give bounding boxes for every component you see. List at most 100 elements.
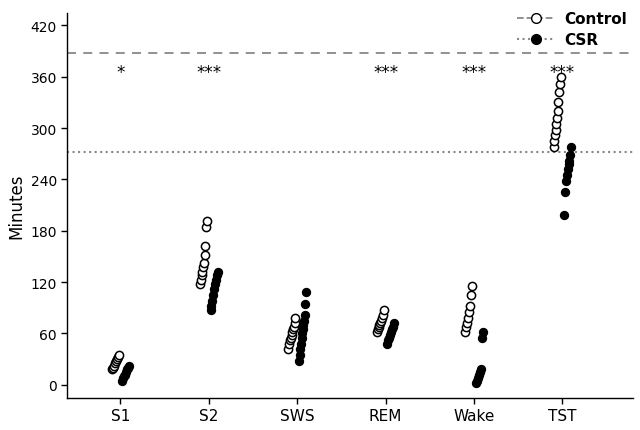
Point (475, 369, 485, 375)
Point (389, 320, 399, 327)
Point (298, 326, 308, 333)
Point (565, 153, 575, 160)
Point (200, 243, 211, 250)
Point (387, 329, 397, 335)
Point (196, 272, 207, 279)
Point (563, 161, 573, 168)
Point (285, 335, 296, 341)
Point (209, 286, 220, 293)
Point (284, 341, 294, 347)
Point (382, 341, 392, 347)
Point (121, 369, 131, 375)
Text: ***: *** (196, 64, 221, 82)
Point (111, 356, 122, 363)
Point (472, 377, 482, 384)
Point (117, 377, 127, 384)
Point (288, 326, 298, 333)
Point (376, 317, 387, 324)
Point (559, 212, 569, 219)
Point (373, 323, 383, 330)
Point (119, 373, 129, 380)
Point (208, 292, 218, 299)
Point (463, 315, 474, 322)
Point (300, 311, 310, 318)
Point (465, 303, 476, 310)
Point (555, 81, 565, 88)
Point (109, 362, 119, 369)
Point (287, 329, 298, 335)
Point (552, 108, 563, 115)
Point (384, 335, 394, 341)
Point (477, 335, 487, 341)
Point (464, 309, 474, 316)
Point (206, 303, 216, 310)
Point (551, 121, 561, 128)
Point (296, 341, 306, 347)
Point (476, 366, 486, 373)
Text: *: * (116, 64, 125, 82)
Point (196, 277, 206, 284)
Point (200, 252, 210, 258)
Point (554, 100, 564, 107)
Point (111, 358, 121, 365)
Text: ***: *** (550, 64, 575, 82)
Point (477, 329, 488, 335)
Point (564, 158, 575, 165)
Legend: Control, CSR: Control, CSR (511, 6, 633, 54)
Point (379, 306, 389, 313)
Point (467, 283, 477, 290)
Point (289, 323, 299, 330)
Y-axis label: Minutes: Minutes (7, 173, 25, 238)
Point (285, 337, 295, 344)
Point (372, 326, 383, 333)
Point (199, 260, 209, 267)
Point (474, 371, 484, 378)
Point (294, 352, 305, 359)
Point (294, 358, 304, 365)
Point (385, 332, 396, 339)
Point (466, 292, 476, 299)
Point (122, 366, 132, 373)
Point (387, 326, 397, 333)
Point (301, 289, 311, 296)
Point (118, 375, 129, 381)
Point (556, 74, 566, 81)
Point (297, 330, 307, 337)
Point (198, 264, 208, 270)
Point (563, 166, 573, 173)
Point (212, 269, 223, 276)
Point (549, 138, 559, 145)
Point (374, 322, 385, 329)
Point (472, 375, 483, 381)
Point (461, 323, 471, 330)
Point (197, 269, 207, 276)
Point (561, 178, 571, 185)
Point (286, 332, 296, 339)
Point (202, 218, 212, 224)
Point (375, 320, 385, 327)
Point (109, 360, 120, 367)
Point (113, 354, 123, 361)
Point (388, 323, 399, 330)
Point (552, 115, 562, 122)
Point (566, 144, 576, 151)
Point (113, 352, 124, 359)
Point (205, 306, 216, 313)
Point (383, 337, 394, 344)
Point (210, 281, 220, 288)
Point (295, 346, 305, 353)
Point (372, 329, 382, 335)
Point (120, 371, 131, 378)
Point (300, 301, 310, 307)
Point (108, 364, 118, 371)
Point (195, 281, 205, 288)
Point (106, 366, 116, 373)
Point (207, 298, 218, 305)
Point (460, 329, 470, 335)
Point (211, 277, 221, 284)
Point (377, 315, 387, 322)
Point (124, 362, 134, 369)
Text: ***: *** (461, 64, 486, 82)
Point (296, 335, 307, 341)
Point (291, 315, 301, 322)
